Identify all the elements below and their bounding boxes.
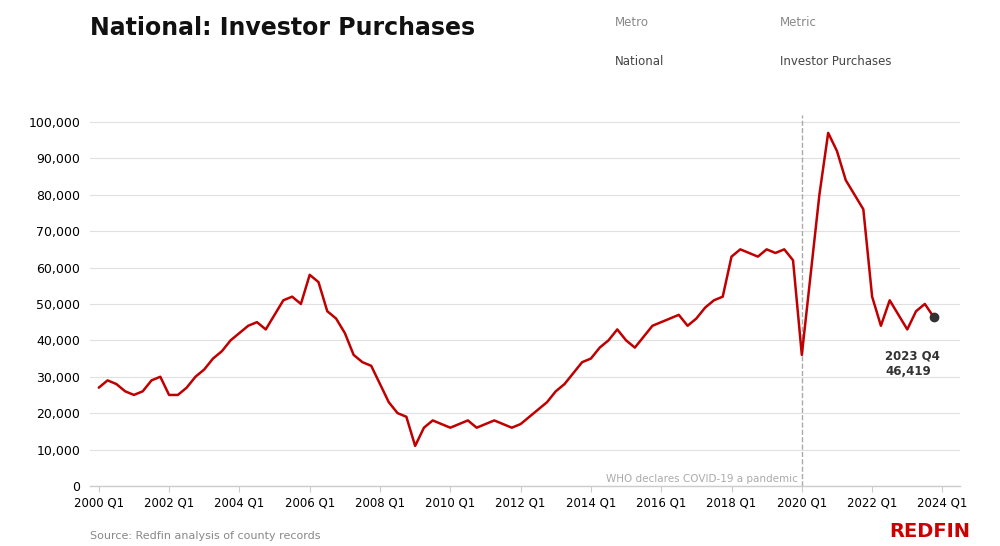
Text: National: Investor Purchases: National: Investor Purchases [90,16,475,40]
Text: Metro: Metro [615,16,649,29]
Text: Investor Purchases: Investor Purchases [780,55,892,68]
Text: Metric: Metric [780,16,817,29]
Text: National: National [615,55,664,68]
Text: Source: Redfin analysis of county records: Source: Redfin analysis of county record… [90,531,320,541]
Text: 2023 Q4
46,419: 2023 Q4 46,419 [885,350,940,378]
Text: REDFIN: REDFIN [889,521,970,541]
Text: WHO declares COVID-19 a pandemic: WHO declares COVID-19 a pandemic [606,474,797,484]
